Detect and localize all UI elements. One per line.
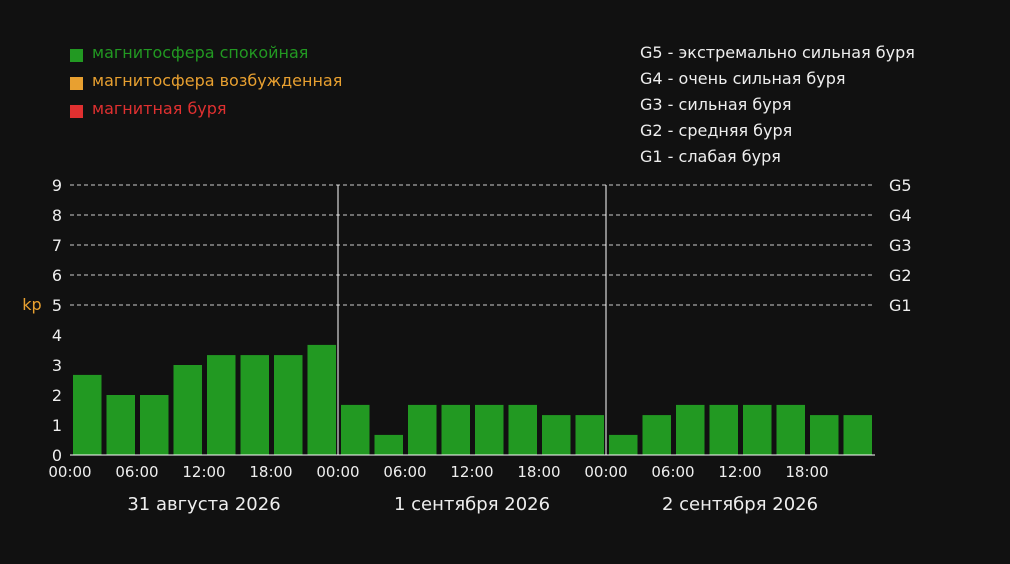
legend-label: магнитосфера возбужденная xyxy=(92,71,342,90)
y-tick-label: 6 xyxy=(52,266,62,285)
x-tick-label: 06:00 xyxy=(115,463,158,481)
legend-swatch xyxy=(70,105,83,118)
legend-label: магнитосфера спокойная xyxy=(92,43,308,62)
y-tick-label: 0 xyxy=(52,446,62,465)
x-tick-label: 12:00 xyxy=(182,463,225,481)
right-label-g3: G3 xyxy=(889,236,912,255)
y-tick-label: 1 xyxy=(52,416,62,435)
storm-level-g1: G1 - слабая буря xyxy=(640,147,781,166)
x-tick-label: 00:00 xyxy=(584,463,627,481)
bar xyxy=(676,404,705,455)
storm-level-g2: G2 - средняя буря xyxy=(640,121,792,140)
x-tick-label: 06:00 xyxy=(651,463,694,481)
bar xyxy=(542,415,571,455)
x-tick-label: 00:00 xyxy=(316,463,359,481)
bar xyxy=(776,404,805,455)
bar xyxy=(374,434,403,455)
bar xyxy=(341,404,370,455)
bar xyxy=(140,395,169,455)
bar xyxy=(609,434,638,455)
right-label-g1: G1 xyxy=(889,296,912,315)
storm-level-legend: G5 - экстремально сильная буря G4 - очень… xyxy=(640,43,915,166)
storm-level-g4: G4 - очень сильная буря xyxy=(640,69,846,88)
legend-swatch xyxy=(70,77,83,90)
bar xyxy=(207,355,236,455)
bar xyxy=(642,415,671,455)
bar xyxy=(843,415,872,455)
date-label: 31 августа 2026 xyxy=(127,494,280,515)
x-tick-label: 00:00 xyxy=(48,463,91,481)
bar xyxy=(575,415,604,455)
x-tick-label: 18:00 xyxy=(785,463,828,481)
bar xyxy=(307,344,336,455)
legend-swatch xyxy=(70,49,83,62)
bar xyxy=(73,374,102,455)
y-tick-label: 4 xyxy=(52,326,62,345)
bar xyxy=(240,355,269,455)
legend-label: магнитная буря xyxy=(92,99,227,118)
bar xyxy=(709,404,738,455)
date-label: 2 сентября 2026 xyxy=(662,494,818,515)
bar xyxy=(441,404,470,455)
y-tick-label: 8 xyxy=(52,206,62,225)
bar xyxy=(173,365,202,455)
bar xyxy=(743,404,772,455)
y-tick-label: 9 xyxy=(52,176,62,195)
bar xyxy=(106,395,135,455)
y-axis-label: kp xyxy=(22,295,41,314)
right-label-g4: G4 xyxy=(889,206,912,225)
grid-lines xyxy=(70,184,875,306)
x-tick-label: 06:00 xyxy=(383,463,426,481)
y-tick-label: 3 xyxy=(52,356,62,375)
x-tick-label: 12:00 xyxy=(450,463,493,481)
x-tick-label: 12:00 xyxy=(718,463,761,481)
y-tick-label: 7 xyxy=(52,236,62,255)
storm-level-g3: G3 - сильная буря xyxy=(640,95,791,114)
right-label-g5: G5 xyxy=(889,176,912,195)
right-label-g2: G2 xyxy=(889,266,912,285)
status-legend: магнитосфера спокойная магнитосфера возбу… xyxy=(70,43,342,118)
y-tick-label: 2 xyxy=(52,386,62,405)
bar xyxy=(810,415,839,455)
y-tick-label: 5 xyxy=(52,296,62,315)
x-tick-label: 18:00 xyxy=(517,463,560,481)
x-tick-label: 18:00 xyxy=(249,463,292,481)
bar xyxy=(475,404,504,455)
date-label: 1 сентября 2026 xyxy=(394,494,550,515)
bar xyxy=(508,404,537,455)
bars xyxy=(73,344,872,455)
axes: 0 1 2 3 4 5 6 7 8 9 G1 G2 G3 G4 G5 00:00 06:00 12:00 18:00… xyxy=(48,176,911,515)
bar xyxy=(274,355,303,455)
bar xyxy=(408,404,437,455)
storm-level-g5: G5 - экстремально сильная буря xyxy=(640,43,915,62)
